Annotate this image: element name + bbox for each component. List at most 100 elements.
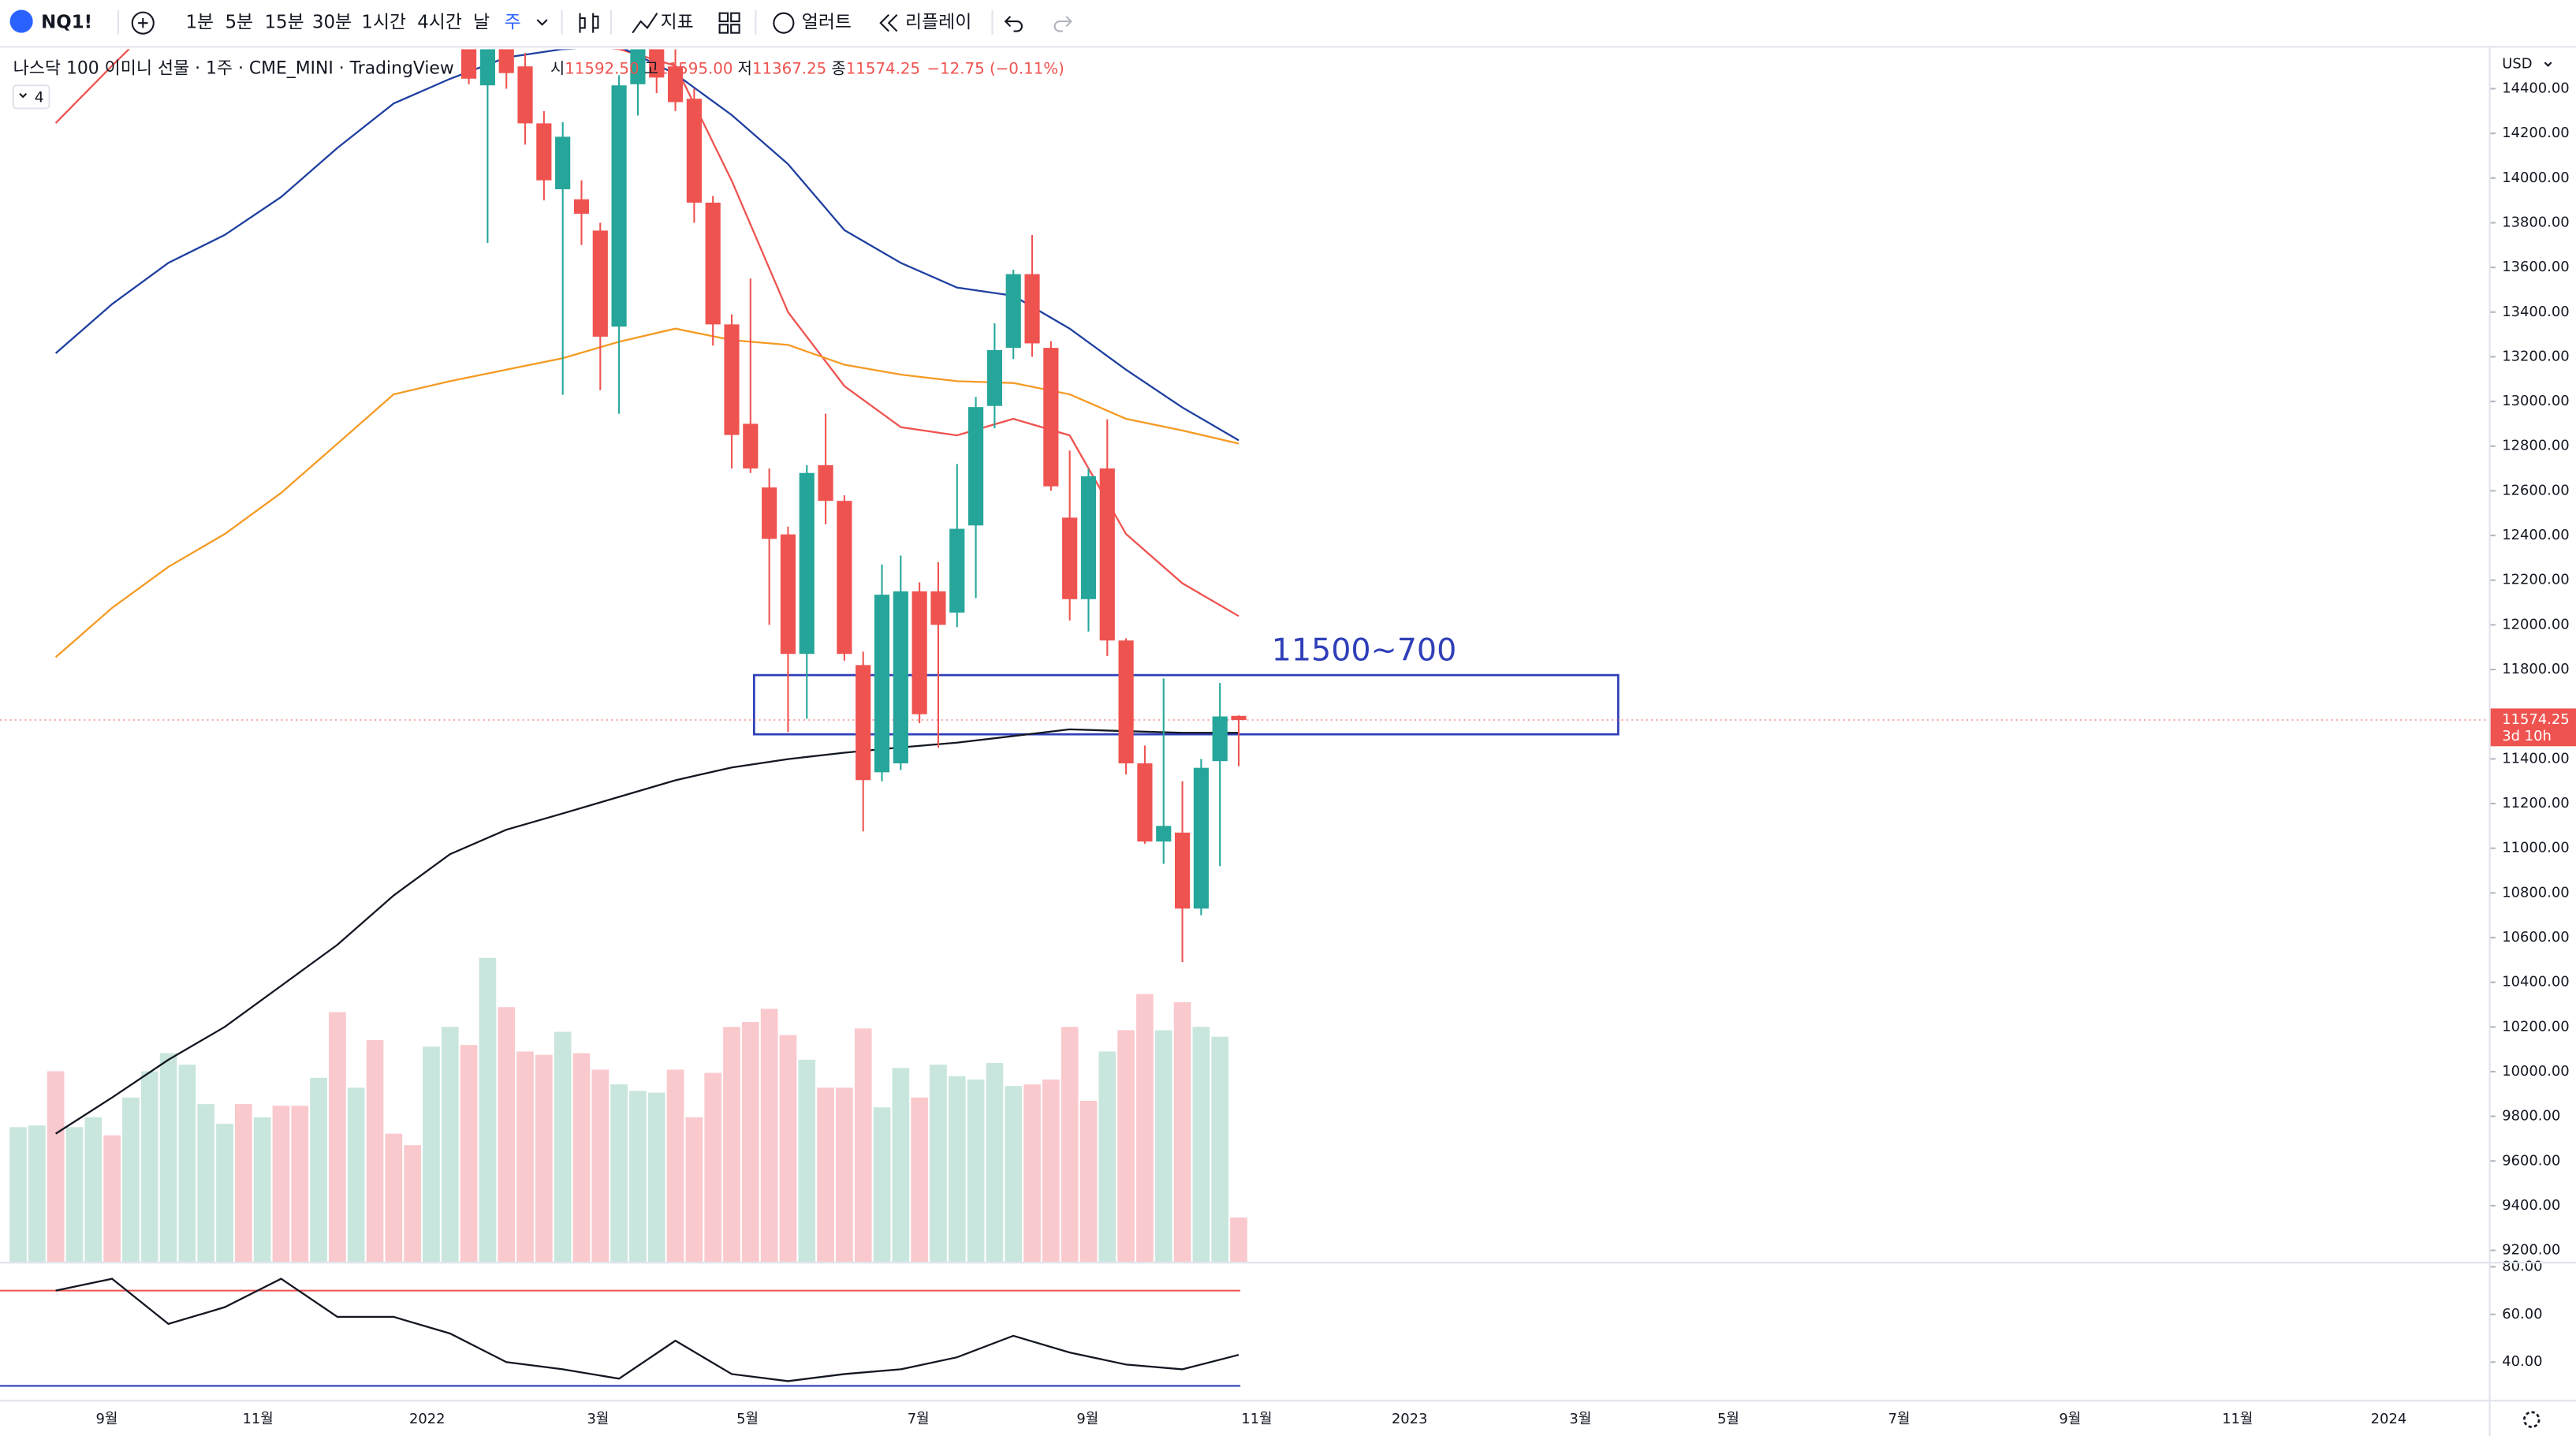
pane (9, 957, 1247, 1263)
indicator-toggle[interactable] (12, 84, 50, 110)
legend-ohlc: 시11592.50 고11595.00 저11367.25 종11574.25 −12.… (550, 59, 1064, 77)
candle-body (1024, 274, 1040, 344)
indicator-toggle-icon (19, 93, 28, 99)
axes: USD (0, 47, 2576, 1436)
y-tick-label: 13800.00 (2502, 214, 2569, 230)
volume-bar (423, 1046, 440, 1263)
volume-bar (47, 1071, 65, 1263)
volume-bar (310, 1077, 327, 1263)
volume-bar (779, 1035, 797, 1263)
chart-type[interactable] (579, 13, 599, 33)
rsi-tick-label: 40.00 (2502, 1353, 2542, 1370)
candle-body (461, 49, 477, 79)
interval[interactable]: 1분 (185, 13, 214, 33)
volume-bar (1154, 1030, 1172, 1263)
moving-average (54, 327, 1240, 658)
symbol-logo[interactable] (9, 9, 33, 33)
volume-bar (291, 1106, 309, 1263)
candle-body (874, 595, 890, 773)
volume-bar (591, 1069, 610, 1263)
replay[interactable]: 리플레이 (905, 13, 971, 33)
volume-bar (873, 1107, 891, 1263)
alert-icon[interactable] (773, 12, 795, 34)
volume-bar (948, 1076, 966, 1263)
settings[interactable] (2522, 1411, 2541, 1428)
moving-average (55, 728, 1239, 1135)
x-tick-label: 2024 (2371, 1411, 2407, 1427)
x-tick-label: 9월 (96, 1411, 118, 1427)
indicators[interactable]: 지표 (661, 13, 694, 33)
volume-bar (516, 1051, 534, 1263)
replay-icon[interactable] (879, 14, 898, 32)
alert[interactable]: 얼러트 (802, 13, 852, 33)
currency-dropdown[interactable] (2544, 62, 2552, 67)
candle-body (780, 534, 796, 655)
pane: 11500~700 (0, 49, 2489, 1135)
legend-title: 나스닥 100 이미니 선물 · 1주 · CME_MINI · Trading… (13, 59, 454, 79)
x-tick-label: 9월 (1076, 1411, 1098, 1427)
volume-bar (1061, 1027, 1079, 1263)
volume-bar (460, 1045, 478, 1263)
candle-body (968, 407, 984, 526)
candle-body (799, 472, 815, 655)
volume-bar (741, 1021, 759, 1263)
volume-bar (404, 1145, 421, 1263)
volume-bar (930, 1065, 947, 1263)
last-price-label: 11574.25 (2502, 711, 2569, 728)
volume-bar (836, 1087, 853, 1263)
volume-bar (28, 1125, 46, 1263)
x-tick-label: 11월 (2222, 1411, 2253, 1427)
x-tick-label: 7월 (908, 1411, 930, 1427)
indicator-count: 4 (35, 89, 44, 106)
interval-active[interactable]: 주 (505, 13, 521, 33)
candle-body (705, 202, 721, 325)
volume-bar (272, 1106, 290, 1263)
volume-bar (122, 1097, 140, 1263)
undo[interactable] (1004, 16, 1023, 32)
ohlc-label: 종 (832, 59, 846, 77)
candle-body (856, 665, 871, 781)
interval[interactable]: 날 (473, 13, 490, 33)
volume-bar (666, 1069, 684, 1263)
volume-bar (1230, 1217, 1247, 1263)
symbol[interactable]: NQ1! (41, 13, 92, 33)
candle-body (536, 123, 552, 181)
interval[interactable]: 15분 (264, 13, 304, 33)
y-tick-label: 12200.00 (2502, 572, 2569, 588)
y-tick-label: 12800.00 (2502, 438, 2569, 454)
interval[interactable]: 1시간 (361, 13, 406, 33)
x-tick-label: 9월 (2059, 1411, 2081, 1427)
countdown: 3d 10h (2502, 728, 2552, 744)
candle-body (762, 487, 777, 539)
interval[interactable]: 4시간 (417, 13, 462, 33)
volume-bar (1098, 1051, 1117, 1263)
candle-body (986, 349, 1002, 406)
volume-bar (9, 1127, 27, 1263)
volume-bar (892, 1068, 910, 1263)
interval-dropdown[interactable] (536, 19, 548, 26)
interval[interactable]: 30분 (312, 13, 352, 33)
add-symbol[interactable] (131, 11, 155, 35)
layouts[interactable] (718, 12, 729, 23)
volume-bar (685, 1117, 703, 1263)
volume-bar (1117, 1030, 1135, 1263)
y-tick-label: 12000.00 (2502, 616, 2569, 632)
y-tick-label: 10400.00 (2502, 974, 2569, 990)
redo[interactable] (1053, 16, 1072, 32)
y-tick-label: 14400.00 (2502, 80, 2569, 96)
volume-bar (798, 1059, 816, 1263)
annotation-text: 11500~700 (1272, 632, 1457, 668)
volume-bar (385, 1133, 403, 1263)
indicators-icon[interactable] (632, 13, 658, 34)
volume-bar (854, 1028, 872, 1263)
x-tick-label: 5월 (736, 1411, 759, 1427)
interval[interactable]: 5분 (225, 13, 253, 33)
volume-bar (610, 1084, 628, 1263)
candle-body (1231, 715, 1247, 720)
y-tick-label: 14200.00 (2502, 125, 2569, 141)
volume-bar (572, 1053, 591, 1263)
ohlc-value: 11592.50 (565, 59, 639, 77)
candle-body (1080, 476, 1097, 599)
candle-body (1099, 468, 1115, 641)
